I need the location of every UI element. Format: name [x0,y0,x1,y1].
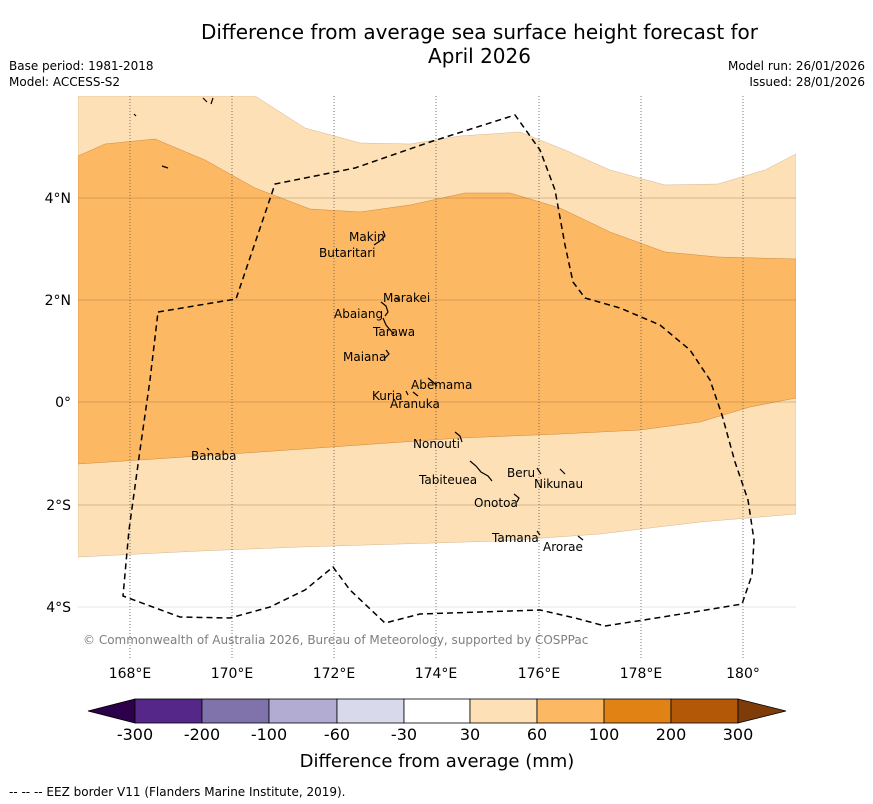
island-labels: Makin Butaritari Marakei Abaiang Tarawa … [191,230,583,554]
meta-right: Model run: 26/01/2026 Issued: 28/01/2026 [728,58,865,90]
title-line-1: Difference from average sea surface heig… [200,20,759,44]
colorbar-extend-high [737,698,787,724]
colorbar-bin-7 [536,698,605,724]
graticule [129,96,744,660]
colorbar [87,698,787,724]
model-name: Model: ACCESS-S2 [9,75,121,89]
colorbar-tick: -30 [391,725,417,744]
x-tick-178e: 178°E [620,666,663,682]
colorbar-tick: 100 [589,725,620,744]
colorbar-bin-3 [268,698,338,724]
issued-date: Issued: 28/01/2026 [749,75,865,89]
meta-left: Base period: 1981-2018 Model: ACCESS-S2 [9,58,154,90]
colorbar-tick: -60 [324,725,350,744]
island-label-aranuka: Aranuka [390,397,440,411]
island-label-nonouti: Nonouti [413,437,460,451]
colorbar-bin-4 [336,698,405,724]
colorbar-bin-9 [670,698,739,724]
forecast-map: Makin Butaritari Marakei Abaiang Tarawa … [78,96,796,660]
island-label-marakei: Marakei [383,291,430,305]
colorbar-tick: -100 [251,725,287,744]
band-60-100 [78,138,796,465]
island-label-makin: Makin [349,230,385,244]
colorbar-bin-8 [603,698,672,724]
island-label-butaritari: Butaritari [319,246,376,260]
colorbar-ticks: -300 -200 -100 -60 -30 30 60 100 200 300 [117,725,753,744]
x-tick-176e: 176°E [518,666,561,682]
colorbar-extend-low [87,698,136,724]
colorbar-bin-5 [403,698,471,724]
x-axis-ticks: 168°E 170°E 172°E 174°E 176°E 178°E 180° [109,666,760,682]
island-label-arorae: Arorae [543,540,583,554]
colorbar-bin-6 [469,698,538,724]
colorbar-bin-1 [134,698,203,724]
colorbar-tick: 200 [656,725,687,744]
island-label-maiana: Maiana [343,350,386,364]
island-label-nikunau: Nikunau [534,477,583,491]
eez-footnote: -- -- -- EEZ border V11 (Flanders Marine… [9,785,346,799]
island-label-abaiang: Abaiang [334,307,383,321]
island-label-tamana: Tamana [491,531,539,545]
colorbar-tick: -200 [184,725,220,744]
y-tick-0: 0° [55,395,71,411]
y-tick-2s: 2°S [46,498,71,514]
colorbar-tick: -300 [117,725,153,744]
colorbar-label: Difference from average (mm) [300,751,575,772]
island-label-kuria: Kuria [372,389,403,403]
colorbar-tick: 300 [723,725,754,744]
x-tick-168e: 168°E [109,666,152,682]
island-label-tabiteuea: Tabiteuea [418,473,477,487]
island-shapes [133,97,584,541]
island-label-abemama: Abemama [411,378,472,392]
model-run: Model run: 26/01/2026 [727,59,865,73]
y-axis-ticks: 4°N 2°N 0° 2°S 4°S [45,191,72,616]
latitude-lines [78,197,796,608]
colorbar-bin-2 [201,698,270,724]
island-label-banaba: Banaba [191,449,237,463]
base-period: Base period: 1981-2018 [9,59,154,73]
colorbar-tick: 60 [527,725,547,744]
title-line-2: April 2026 [428,44,531,68]
y-tick-4s: 4°S [46,600,71,616]
chart-title: Difference from average sea surface heig… [43,20,873,68]
x-tick-180: 180° [726,666,760,682]
island-label-onotoa: Onotoa [474,496,518,510]
x-tick-170e: 170°E [211,666,254,682]
island-label-beru: Beru [507,466,535,480]
island-label-tarawa: Tarawa [372,325,415,339]
x-tick-174e: 174°E [415,666,458,682]
x-tick-172e: 172°E [313,666,356,682]
y-tick-4n: 4°N [45,191,71,207]
eez-border [122,114,755,627]
copyright-notice: © Commonwealth of Australia 2026, Bureau… [83,633,588,647]
y-tick-2n: 2°N [45,293,71,309]
colorbar-tick: 30 [460,725,480,744]
